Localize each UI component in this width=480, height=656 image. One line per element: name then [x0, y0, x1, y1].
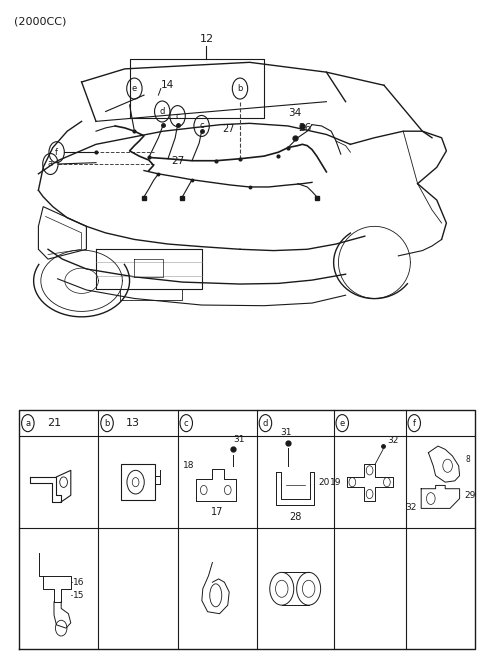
Text: a: a	[25, 419, 30, 428]
Text: (2000CC): (2000CC)	[14, 16, 67, 26]
Text: a: a	[48, 159, 53, 169]
Text: 21: 21	[47, 418, 61, 428]
Text: d: d	[159, 107, 165, 116]
Text: 34: 34	[288, 108, 302, 118]
Text: b: b	[237, 84, 243, 93]
Text: 32: 32	[405, 502, 416, 512]
Text: 20: 20	[318, 478, 330, 487]
Text: 19: 19	[330, 478, 342, 487]
Text: b: b	[104, 419, 110, 428]
Text: 28: 28	[289, 512, 301, 522]
Text: 15: 15	[73, 591, 84, 600]
Text: 32: 32	[387, 436, 398, 445]
Text: 31: 31	[233, 435, 245, 444]
Text: f: f	[413, 419, 416, 428]
Text: c: c	[184, 419, 189, 428]
Text: f: f	[55, 148, 58, 157]
Text: e: e	[132, 84, 137, 93]
Text: 8: 8	[466, 455, 470, 464]
Text: 18: 18	[183, 461, 194, 470]
Text: c: c	[175, 112, 180, 121]
Text: c: c	[199, 121, 204, 131]
Text: d: d	[263, 419, 268, 428]
Text: 29: 29	[465, 491, 476, 500]
Text: 31: 31	[280, 428, 291, 438]
Text: 12: 12	[199, 34, 214, 45]
Text: e: e	[340, 419, 345, 428]
Text: 13: 13	[126, 418, 140, 428]
Bar	[121, 464, 156, 500]
Text: 16: 16	[73, 578, 84, 586]
Text: 27: 27	[171, 155, 184, 166]
Text: 26: 26	[298, 123, 312, 133]
Text: 14: 14	[161, 80, 174, 91]
Text: 27: 27	[222, 124, 234, 134]
Text: 17: 17	[211, 507, 223, 518]
